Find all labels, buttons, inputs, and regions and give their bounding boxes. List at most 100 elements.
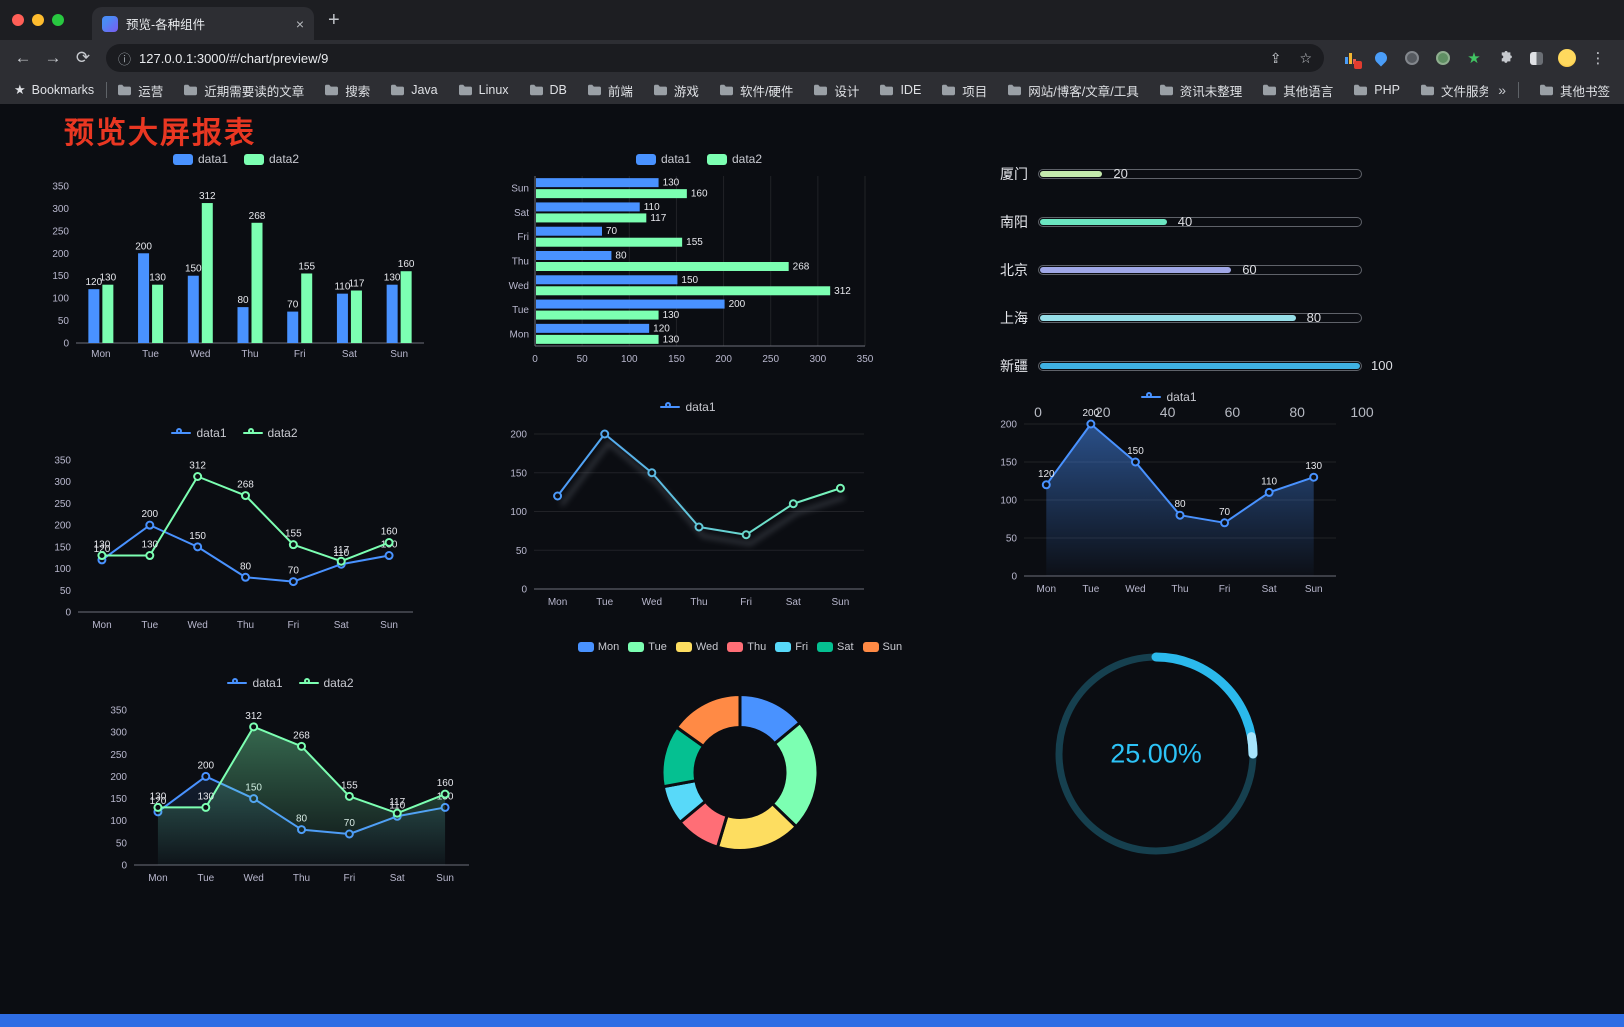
chart-canvas: 0 50 100 150 200 Mon Tue Wed Thu Fri Sat Sun 120 200 1… xyxy=(1000,408,1336,595)
grouped-bar-chart[interactable]: data1 data2 0 50 100 150 200 250 300 350 Mon Tue Wed… xyxy=(40,148,432,363)
svg-text:200: 200 xyxy=(197,760,214,771)
legend-item[interactable]: data1 xyxy=(1141,390,1197,404)
bookmark-folder[interactable]: Java xyxy=(390,83,438,97)
percent-gauge-chart[interactable]: 25.00% xyxy=(1040,638,1272,870)
other-bookmarks-folder[interactable]: 其他书签 xyxy=(1539,81,1610,100)
svg-text:155: 155 xyxy=(341,780,358,791)
bookmark-folder-label: 文件服务器 xyxy=(1440,84,1489,99)
legend-item[interactable]: data1 xyxy=(660,400,716,414)
back-button[interactable]: ← xyxy=(14,48,32,67)
legend-item[interactable]: Thu xyxy=(727,641,766,653)
site-info-icon[interactable]: ⓘ xyxy=(118,51,132,67)
svg-text:80: 80 xyxy=(240,561,252,572)
bookmark-folder[interactable]: PHP xyxy=(1353,83,1400,97)
svg-text:50: 50 xyxy=(577,354,589,365)
progress-track[interactable]: 80 xyxy=(1038,310,1362,325)
extension-green-circle-icon[interactable] xyxy=(1433,48,1453,68)
bookmark-folder-label: 设计 xyxy=(834,84,860,99)
chart-legend[interactable]: data1 data2 xyxy=(98,672,483,694)
extensions-puzzle-icon[interactable] xyxy=(1495,48,1515,68)
bookmark-folder[interactable]: 其他语言 xyxy=(1262,81,1333,100)
browser-tab[interactable]: 预览-各种组件 × xyxy=(92,7,314,40)
reading-list-icon[interactable] xyxy=(1526,48,1546,68)
forward-button[interactable]: → xyxy=(44,48,62,67)
progress-row: 上海 80 xyxy=(992,308,1362,328)
bookmark-star-icon[interactable]: ☆ xyxy=(1299,49,1312,66)
chart-legend[interactable]: data1 xyxy=(498,396,878,418)
bookmark-folder[interactable]: 软件/硬件 xyxy=(719,81,793,100)
two-series-area-chart[interactable]: data1 data2 0 50 100 150 200 250 300 350 Mon Tue Wed… xyxy=(98,672,483,887)
horizontal-bar-chart[interactable]: data1 data2 0 50 100 150 200 250 300 350 Sun 130 160… xyxy=(503,148,895,370)
bookmark-folder[interactable]: 设计 xyxy=(813,81,859,100)
bookmark-folder[interactable]: 前端 xyxy=(587,81,633,100)
weekday-donut-chart[interactable]: Mon Tue Wed Thu Fri Sat Sun xyxy=(545,636,935,871)
two-series-line-chart[interactable]: data1 data2 0 50 100 150 200 250 300 350 Mon Tue Wed… xyxy=(42,422,427,634)
chart-legend[interactable]: Mon Tue Wed Thu Fri Sat Sun xyxy=(545,636,935,658)
legend-item[interactable]: data2 xyxy=(242,426,298,440)
profile-avatar[interactable] xyxy=(1557,48,1577,68)
legend-item[interactable]: Sun xyxy=(862,641,902,653)
progress-track[interactable]: 60 xyxy=(1038,262,1362,277)
share-icon[interactable]: ⇪ xyxy=(1269,49,1282,66)
close-window-button[interactable] xyxy=(12,14,24,26)
progress-label: 新疆 xyxy=(1000,358,1028,374)
bookmark-folder[interactable]: 游戏 xyxy=(653,81,699,100)
chart-legend[interactable]: data1 data2 xyxy=(40,148,432,170)
progress-track[interactable]: 20 xyxy=(1038,166,1362,181)
legend-item[interactable]: data2 xyxy=(707,152,762,166)
legend-item[interactable]: data2 xyxy=(298,676,354,690)
bookmark-folder[interactable]: 项目 xyxy=(941,81,987,100)
legend-item[interactable]: Wed xyxy=(675,641,718,653)
legend-item[interactable]: Fri xyxy=(775,641,808,653)
svg-text:120: 120 xyxy=(150,796,167,807)
bookmark-folder[interactable]: 文件服务器 xyxy=(1420,81,1488,100)
chart-legend[interactable]: data1 data2 xyxy=(42,422,427,444)
legend-item[interactable]: data1 xyxy=(227,676,283,690)
legend-label: data2 xyxy=(323,676,354,690)
legend-line-marker xyxy=(660,402,681,412)
legend-item[interactable]: Mon xyxy=(577,641,619,653)
city-progress-chart[interactable]: 厦门 20 南阳 40 北京 60 上海 80 新疆 100 0 20 40 60 80 100 xyxy=(992,152,1393,420)
legend-item[interactable]: data1 xyxy=(171,426,227,440)
bookmark-folder[interactable]: 近期需要读的文章 xyxy=(183,81,304,100)
bookmark-folder[interactable]: 搜索 xyxy=(324,81,370,100)
split-square-icon xyxy=(1529,51,1543,65)
svg-text:Thu: Thu xyxy=(1171,584,1188,595)
gradient-line-chart[interactable]: data1 0 50 100 150 200 Mon Tue Wed Thu Fri Sat Sun xyxy=(498,396,878,611)
bookmarks-overflow-button[interactable]: » xyxy=(1498,82,1506,98)
svg-text:70: 70 xyxy=(287,300,299,311)
progress-track[interactable]: 100 xyxy=(1038,358,1393,373)
legend-item[interactable]: data1 xyxy=(172,152,228,166)
extension-pin-icon[interactable] xyxy=(1371,48,1391,68)
bookmark-folder[interactable]: 运营 xyxy=(117,81,163,100)
new-tab-button[interactable]: + xyxy=(328,9,340,31)
svg-text:150: 150 xyxy=(668,354,685,365)
reload-button[interactable]: ⟳ xyxy=(75,48,91,67)
legend-item[interactable]: data2 xyxy=(244,152,299,166)
bookmark-folder[interactable]: 资讯未整理 xyxy=(1159,81,1242,100)
tab-close-icon[interactable]: × xyxy=(295,15,304,32)
svg-text:160: 160 xyxy=(691,189,708,200)
browser-menu-button[interactable]: ⋮ xyxy=(1590,50,1606,67)
bookmarks-root[interactable]: ★ Bookmarks xyxy=(14,82,94,98)
circle-icon xyxy=(1405,51,1419,65)
extension-circle-icon[interactable] xyxy=(1402,48,1422,68)
bookmark-folder[interactable]: 网站/博客/文章/工具 xyxy=(1007,81,1139,100)
url-text[interactable]: 127.0.0.1:3000/#/chart/preview/9 xyxy=(139,50,329,66)
chart-legend[interactable]: data1 data2 xyxy=(503,148,895,170)
extension-star-icon[interactable]: ★ xyxy=(1467,50,1481,67)
bookmark-folder[interactable]: IDE xyxy=(879,83,921,97)
legend-item[interactable]: Sat xyxy=(817,641,854,653)
extension-chart-icon[interactable] xyxy=(1340,48,1362,69)
zoom-window-button[interactable] xyxy=(52,14,64,26)
address-bar[interactable]: ⓘ 127.0.0.1:3000/#/chart/preview/9 ⇪ ☆ xyxy=(106,44,1324,72)
chart-legend[interactable]: data1 xyxy=(988,386,1350,408)
bookmark-folder[interactable]: Linux xyxy=(458,83,509,97)
area-line-chart[interactable]: data1 0 50 100 150 200 Mon Tue Wed Thu Fri Sat Sun 12… xyxy=(988,386,1350,598)
legend-item[interactable]: Tue xyxy=(628,641,667,653)
legend-item[interactable]: data1 xyxy=(635,152,691,166)
progress-track[interactable]: 40 xyxy=(1038,214,1362,229)
minimize-window-button[interactable] xyxy=(32,14,44,26)
bookmark-folder[interactable]: DB xyxy=(529,83,567,97)
svg-text:300: 300 xyxy=(54,477,71,488)
